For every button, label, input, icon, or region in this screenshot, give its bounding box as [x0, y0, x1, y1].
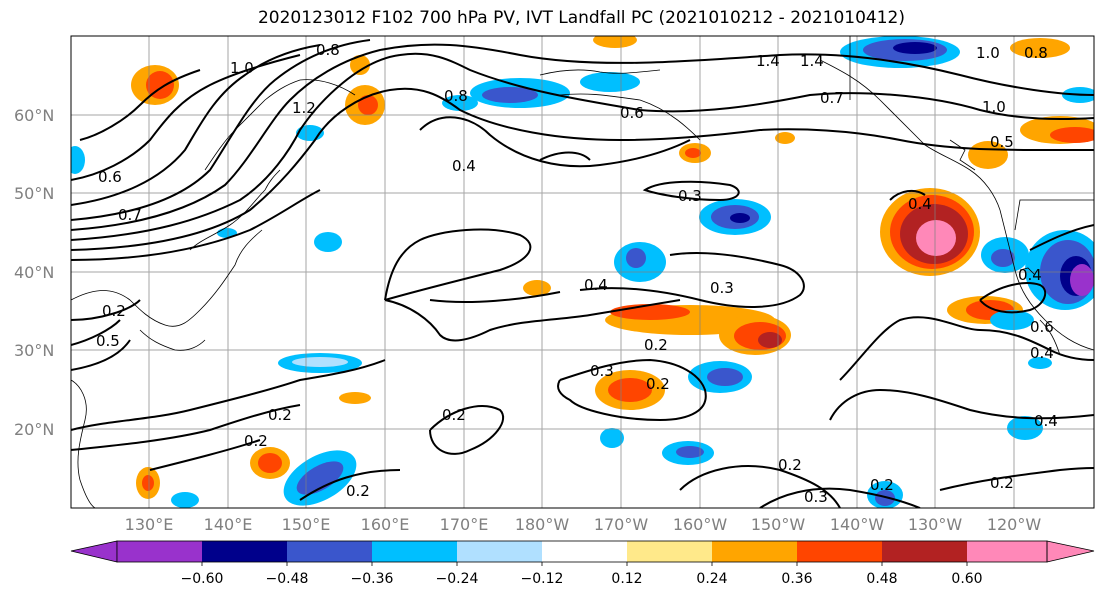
lon-label: 180°W	[515, 515, 570, 534]
colorbar-swatch	[117, 541, 203, 562]
contour-label: 0.3	[710, 279, 734, 297]
colorbar-swatch	[202, 541, 288, 562]
pv-contours	[71, 39, 1094, 508]
lat-label: 40°N	[14, 263, 54, 282]
colorbar-tick-label: −0.36	[351, 571, 394, 587]
lon-label: 140°E	[204, 515, 253, 534]
contour-label: 0.2	[346, 482, 370, 500]
lon-label: 130°E	[125, 515, 174, 534]
contour-label: 1.4	[756, 52, 780, 70]
colorbar-min-extend	[70, 540, 118, 563]
colorbar-tick-label: 0.24	[696, 571, 727, 587]
contour-label: 0.2	[644, 336, 668, 354]
colorbar-swatch	[627, 541, 713, 562]
contour-label: 0.3	[678, 187, 702, 205]
colorbar-tick-label: −0.60	[181, 571, 224, 587]
pv-shading	[71, 36, 1094, 508]
lon-label: 150°W	[751, 515, 806, 534]
lat-label: 60°N	[14, 106, 54, 125]
contour-label: 0.4	[1018, 266, 1042, 284]
lon-label: 160°E	[361, 515, 410, 534]
contour-labels: 0.8 1.0 1.2 0.8 0.6 0.4 0.3 0.4 0.3 0.2 …	[96, 41, 1058, 506]
contour-label: 0.4	[908, 195, 932, 213]
contour-label: 0.6	[1030, 318, 1054, 336]
map-frame	[70, 35, 1095, 509]
contour-label: 0.6	[620, 104, 644, 122]
colorbar-tick-label: 0.12	[611, 571, 642, 587]
colorbar-max-extend	[1046, 540, 1095, 563]
lon-label: 120°W	[987, 515, 1042, 534]
contour-label: 0.7	[820, 89, 844, 107]
contour-label: 0.2	[646, 375, 670, 393]
colorbar-tick-label: 0.60	[951, 571, 982, 587]
colorbar-swatch	[372, 541, 458, 562]
lat-label: 20°N	[14, 420, 54, 439]
contour-label: 0.2	[102, 302, 126, 320]
contour-label: 1.0	[230, 59, 254, 77]
contour-label: 0.6	[98, 168, 122, 186]
contour-label: 0.5	[990, 133, 1014, 151]
contour-label: 0.2	[778, 456, 802, 474]
colorbar-tick-label: 0.48	[866, 571, 897, 587]
contour-label: 0.3	[804, 488, 828, 506]
contour-label: 0.2	[244, 432, 268, 450]
contour-label: 1.4	[800, 52, 824, 70]
contour-label: 0.4	[1030, 344, 1054, 362]
map-title: 2020123012 F102 700 hPa PV, IVT Landfall…	[257, 8, 905, 28]
contour-label: 0.8	[1024, 44, 1048, 62]
contour-label: 0.8	[316, 41, 340, 59]
contour-label: 0.2	[442, 406, 466, 424]
colorbar-swatch	[287, 541, 373, 562]
contour-label: 1.2	[292, 99, 316, 117]
map-plot-area: 0.8 1.0 1.2 0.8 0.6 0.4 0.3 0.4 0.3 0.2 …	[71, 36, 1094, 508]
colorbar-swatch	[882, 541, 968, 562]
colorbar-swatch	[967, 541, 1047, 562]
lon-label: 150°E	[282, 515, 331, 534]
latitude-labels: 60°N 50°N 40°N 30°N 20°N	[14, 106, 54, 439]
contour-label: 1.0	[982, 98, 1006, 116]
contour-label: 0.4	[584, 276, 608, 294]
colorbar-swatch	[542, 541, 628, 562]
lon-label: 160°W	[673, 515, 728, 534]
contour-label: 1.0	[976, 44, 1000, 62]
colorbar-tick-label: −0.12	[521, 571, 564, 587]
contour-label: 0.8	[444, 87, 468, 105]
colorbar: −0.60 −0.48 −0.36 −0.24 −0.12 0.12 0.24 …	[70, 540, 1095, 587]
colorbar-tick-label: −0.24	[436, 571, 479, 587]
longitude-labels: 130°E 140°E 150°E 160°E 170°E 180°W 170°…	[125, 515, 1042, 534]
contour-label: 0.7	[118, 206, 142, 224]
lon-label: 140°W	[830, 515, 885, 534]
colorbar-swatch	[457, 541, 543, 562]
lon-label: 130°W	[908, 515, 963, 534]
colorbar-swatch	[712, 541, 798, 562]
contour-label: 0.3	[590, 362, 614, 380]
lat-label: 50°N	[14, 184, 54, 203]
contour-label: 0.2	[870, 476, 894, 494]
lon-label: 170°E	[440, 515, 489, 534]
contour-label: 0.2	[990, 474, 1014, 492]
colorbar-tick-label: −0.48	[266, 571, 309, 587]
contour-label: 0.4	[1034, 412, 1058, 430]
lat-label: 30°N	[14, 341, 54, 360]
colorbar-tick-label: 0.36	[781, 571, 812, 587]
contour-label: 0.5	[96, 332, 120, 350]
lon-label: 170°W	[594, 515, 649, 534]
colorbar-swatch	[797, 541, 883, 562]
contour-label: 0.4	[452, 157, 476, 175]
contour-label: 0.2	[268, 406, 292, 424]
